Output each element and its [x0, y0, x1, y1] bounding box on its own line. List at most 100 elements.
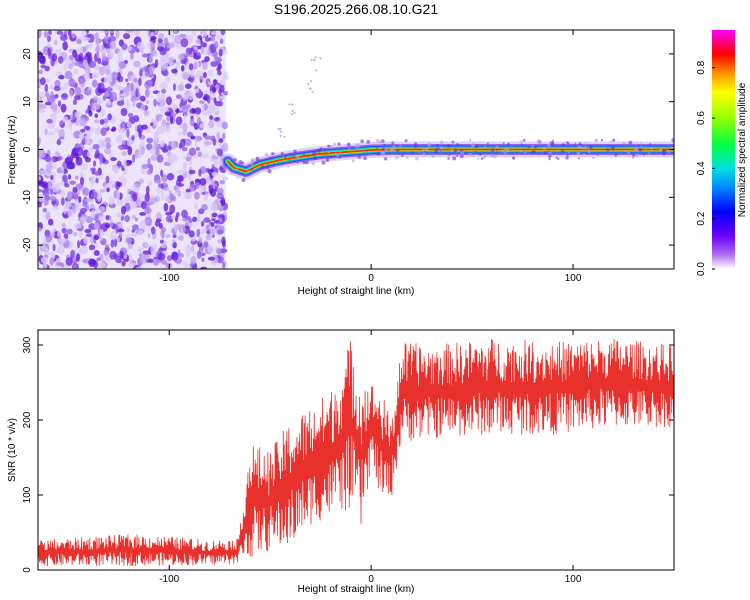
- noise-blob: [60, 92, 69, 101]
- noise-blob: [38, 150, 43, 160]
- ridge-fuzz: [381, 147, 386, 151]
- noise-blob: [121, 139, 126, 145]
- noise-blob: [133, 115, 140, 122]
- noise-blob: [165, 76, 171, 84]
- ridge-fuzz: [560, 149, 565, 154]
- noise-blob: [85, 109, 89, 114]
- ridge-fuzz: [582, 153, 586, 156]
- noise-blob: [177, 170, 185, 175]
- noise-blob: [145, 100, 150, 105]
- noise-blob: [43, 198, 49, 206]
- noise-blob: [194, 191, 200, 200]
- noise-blob: [98, 139, 103, 144]
- noise-blob: [63, 206, 68, 215]
- noise-blob: [93, 222, 99, 231]
- noise-blob: [148, 258, 154, 263]
- noise-blob: [181, 209, 188, 219]
- ridge-fuzz: [396, 149, 400, 153]
- ridge-fuzz: [566, 154, 569, 157]
- noise-blob: [132, 97, 136, 107]
- ridge-fuzz: [260, 165, 265, 169]
- streak-point: [277, 127, 280, 131]
- noise-blob: [157, 179, 161, 184]
- noise-blob: [56, 246, 65, 255]
- noise-blob: [38, 137, 41, 147]
- noise-blob: [38, 188, 43, 193]
- noise-blob: [109, 30, 115, 34]
- noise-blob: [88, 147, 94, 152]
- snr-x-tick-label: 0: [368, 574, 374, 585]
- noise-blob: [209, 103, 216, 112]
- noise-blob: [109, 250, 117, 260]
- noise-blob: [197, 151, 203, 158]
- spectrogram-y-tick-label: 0: [22, 146, 33, 152]
- ridge-fuzz: [555, 156, 558, 159]
- noise-blob: [178, 53, 185, 61]
- spectrogram-x-tick-label: 100: [565, 273, 582, 284]
- noise-blob: [188, 230, 195, 238]
- noise-blob: [157, 252, 166, 261]
- ridge-fuzz: [520, 143, 523, 146]
- noise-blob: [190, 69, 194, 78]
- noise-blob: [120, 127, 126, 134]
- noise-blob: [73, 111, 82, 119]
- noise-blob: [194, 88, 200, 94]
- noise-blob: [196, 250, 202, 259]
- figure-title: S196.2025.266.08.10.G21: [274, 1, 438, 17]
- ridge-fuzz: [627, 151, 631, 155]
- ridge-fuzz: [365, 150, 368, 152]
- ridge-fuzz: [662, 153, 666, 156]
- ridge-fuzz: [577, 152, 580, 155]
- ridge-fuzz: [380, 139, 385, 143]
- noise-blob: [94, 119, 100, 124]
- ridge-fuzz: [427, 142, 432, 147]
- noise-blob: [54, 151, 59, 156]
- noise-blob: [57, 100, 62, 107]
- noise-blob: [190, 255, 197, 265]
- noise-blob: [116, 228, 125, 233]
- noise-blob: [200, 42, 208, 48]
- noise-blob: [44, 83, 49, 93]
- ridge-fuzz: [642, 153, 646, 156]
- noise-blob: [80, 207, 88, 213]
- snr-y-tick-label: 100: [22, 486, 33, 503]
- noise-blob: [117, 223, 124, 228]
- noise-blob: [177, 84, 185, 92]
- ridge-fuzz: [577, 157, 580, 160]
- noise-blob: [141, 163, 149, 170]
- ridge-fuzz: [437, 149, 440, 153]
- noise-blob: [161, 259, 168, 265]
- frequency-ridge: [219, 138, 674, 183]
- noise-blob: [85, 44, 89, 50]
- noise-blob: [156, 194, 160, 202]
- noise-blob: [182, 122, 188, 132]
- noise-blob: [183, 161, 188, 167]
- noise-blob: [175, 94, 182, 100]
- noise-blob: [199, 76, 205, 80]
- noise-blob: [148, 54, 154, 64]
- noise-blob: [116, 160, 122, 167]
- noise-blob: [96, 207, 100, 214]
- noise-blob: [118, 232, 123, 239]
- noise-blob: [161, 88, 167, 94]
- noise-blob: [175, 60, 180, 69]
- noise-blob: [184, 194, 192, 200]
- noise-blob: [44, 78, 51, 83]
- ridge-fuzz: [303, 153, 306, 156]
- noise-blob: [133, 60, 141, 68]
- noise-blob: [199, 178, 207, 186]
- noise-blob: [60, 103, 67, 113]
- noise-blob: [202, 62, 208, 70]
- snr-x-ticks: -100 0 100: [159, 330, 582, 585]
- ridge-fuzz: [296, 154, 300, 158]
- ridge-fuzz: [451, 140, 455, 144]
- noise-blob: [183, 113, 187, 122]
- noise-blob: [144, 216, 153, 227]
- ridge-fuzz: [659, 148, 662, 152]
- ridge-fuzz: [634, 147, 639, 152]
- noise-blob: [170, 140, 177, 150]
- noise-blob: [173, 191, 181, 196]
- noise-blob: [72, 231, 78, 237]
- noise-blob: [133, 30, 139, 36]
- noise-blob: [116, 190, 121, 200]
